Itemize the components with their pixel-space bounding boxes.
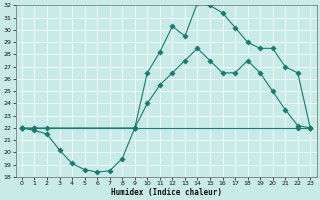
X-axis label: Humidex (Indice chaleur): Humidex (Indice chaleur) xyxy=(111,188,221,197)
